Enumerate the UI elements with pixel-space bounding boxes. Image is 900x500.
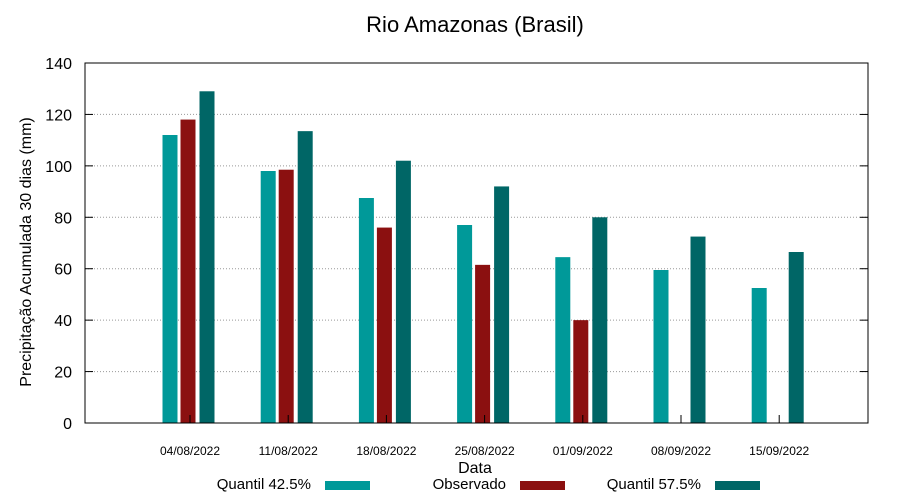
bar [278, 169, 294, 423]
y-axis-label: Precipitação Acumulada 30 dias (mm) [18, 117, 35, 386]
x-tick-label: 18/08/2022 [356, 444, 416, 458]
legend-swatch [325, 481, 370, 490]
chart-title: Rio Amazonas (Brasil) [366, 12, 584, 37]
bar [199, 91, 215, 424]
bars [162, 91, 804, 424]
y-tick-label: 140 [45, 56, 72, 73]
y-axis: 0 20 40 60 80 100 120 140 [45, 56, 868, 433]
bar [573, 320, 589, 423]
x-tick-label: 11/08/2022 [259, 444, 318, 458]
plot-frame [84, 62, 869, 424]
bar [788, 252, 804, 423]
bar [690, 236, 706, 423]
bar [475, 264, 491, 423]
legend-label: Quantil 57.5% [607, 476, 701, 493]
legend: Quantil 42.5% Observado Quantil 57.5% [217, 476, 760, 493]
legend-swatch [520, 481, 565, 490]
y-tick-label: 40 [54, 313, 72, 330]
bar [653, 270, 669, 423]
x-tick-label: 15/09/2022 [749, 444, 809, 458]
legend-label: Observado [433, 476, 506, 493]
bar [592, 217, 608, 423]
bar [376, 227, 392, 423]
y-tick-label: 20 [54, 365, 72, 382]
y-tick-label: 120 [45, 107, 72, 124]
x-tick-label: 25/08/2022 [455, 444, 515, 458]
y-tick-label: 0 [63, 416, 72, 433]
bar [358, 198, 374, 423]
bar [395, 160, 411, 423]
bar [457, 225, 473, 423]
x-axis: 04/08/2022 11/08/2022 18/08/2022 25/08/2022… [160, 415, 810, 458]
y-tick-label: 60 [54, 262, 72, 279]
x-tick-label: 04/08/2022 [160, 444, 220, 458]
bar [555, 257, 571, 423]
x-tick-label: 08/09/2022 [651, 444, 711, 458]
bar [180, 119, 196, 424]
y-tick-label: 100 [45, 159, 72, 176]
legend-label: Quantil 42.5% [217, 476, 311, 493]
legend-swatch [715, 481, 760, 490]
bar [751, 288, 767, 423]
bar [297, 131, 313, 423]
x-tick-label: 01/09/2022 [553, 444, 613, 458]
bar [260, 171, 276, 423]
y-tick-label: 80 [54, 210, 72, 227]
x-axis-label: Data [458, 460, 492, 477]
bar [494, 186, 510, 423]
bar [162, 135, 178, 423]
